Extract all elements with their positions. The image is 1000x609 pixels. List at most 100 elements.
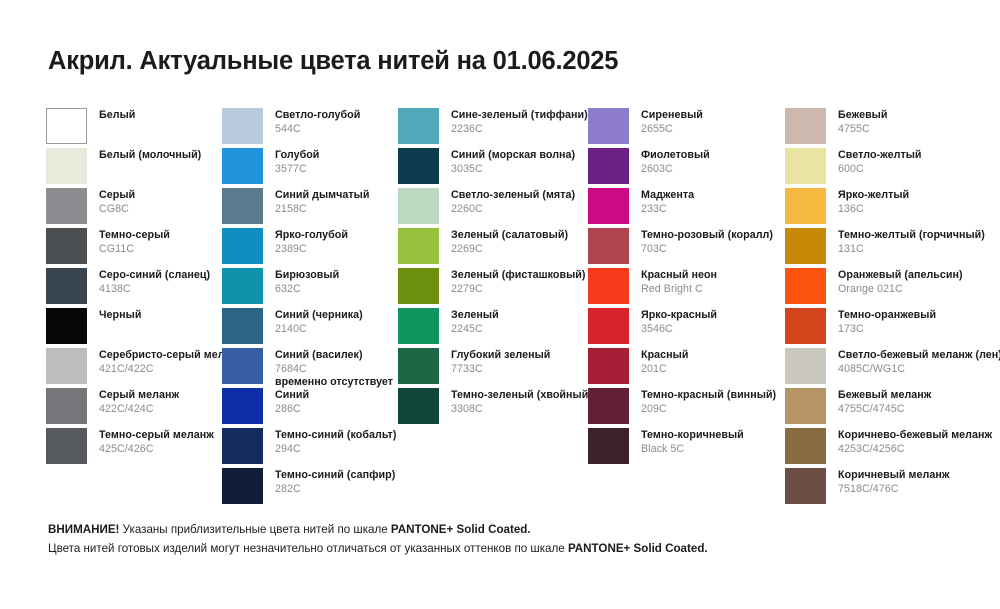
color-swatch-chip[interactable] [785,268,826,304]
swatch-pantone-code: 282C [275,482,301,495]
swatch-row[interactable]: Темно-серый меланж 425C/426C [46,428,222,468]
swatch-row[interactable]: Синий 286C [222,388,398,428]
color-swatch-chip[interactable] [785,188,826,224]
color-swatch-chip[interactable] [222,148,263,184]
color-swatch-chip[interactable] [785,388,826,424]
color-swatch-chip[interactable] [588,148,629,184]
footer-line-1-text: Указаны приблизительные цвета нитей по ш… [119,523,391,536]
color-swatch-chip[interactable] [785,108,826,144]
swatch-row[interactable]: Светло-желтый 600C [785,148,996,188]
color-swatch-chip[interactable] [222,308,263,344]
color-swatch-chip[interactable] [588,188,629,224]
swatch-row[interactable]: Сине-зеленый (тиффани) 2236C [398,108,588,148]
color-swatch-chip[interactable] [785,348,826,384]
color-swatch-chip[interactable] [785,468,826,504]
swatch-row[interactable]: Серый CG8C [46,188,222,228]
swatch-row[interactable]: Темно-оранжевый 173C [785,308,996,348]
color-swatch-chip[interactable] [222,228,263,264]
color-swatch-chip[interactable] [46,228,87,264]
swatch-name: Серо-синий (сланец) [99,269,211,281]
swatch-name: Темно-оранжевый [838,309,937,321]
swatch-row[interactable]: Темно-розовый (коралл) 703C [588,228,785,268]
color-swatch-chip[interactable] [398,308,439,344]
color-swatch-chip[interactable] [46,188,87,224]
color-swatch-chip[interactable] [785,228,826,264]
swatch-row[interactable]: Темно-серый CG11C [46,228,222,268]
color-swatch-chip[interactable] [46,308,87,344]
color-swatch-chip[interactable] [222,108,263,144]
color-swatch-chip[interactable] [398,148,439,184]
color-swatch-chip[interactable] [588,308,629,344]
color-swatch-chip[interactable] [46,108,87,144]
color-swatch-chip[interactable] [588,388,629,424]
swatch-row[interactable]: Светло-голубой 544C [222,108,398,148]
swatch-row[interactable]: Серо-синий (сланец) 4138C [46,268,222,308]
color-swatch-chip[interactable] [588,228,629,264]
swatch-row[interactable]: Темно-коричневый Black 5C [588,428,785,468]
swatch-row[interactable]: Красный неон Red Bright C [588,268,785,308]
swatch-name: Белый [99,109,136,121]
swatch-text: Темно-красный (винный) 209C [629,388,776,415]
swatch-row[interactable]: Синий дымчатый 2158C [222,188,398,228]
swatch-row[interactable]: Темно-синий (сапфир) 282C [222,468,398,508]
swatch-row[interactable]: Синий (василек) 7684C временно отсутствует [222,348,398,388]
color-swatch-chip[interactable] [46,348,87,384]
color-swatch-chip[interactable] [588,428,629,464]
color-swatch-chip[interactable] [785,148,826,184]
color-swatch-chip[interactable] [588,268,629,304]
color-swatch-chip[interactable] [222,468,263,504]
swatch-row[interactable]: Ярко-голубой 2389C [222,228,398,268]
color-swatch-chip[interactable] [785,428,826,464]
color-swatch-chip[interactable] [222,348,263,384]
swatch-row[interactable]: Коричневый меланж 7518C/476C [785,468,996,508]
swatch-text: Ярко-красный 3546C [629,308,717,335]
color-swatch-chip[interactable] [46,148,87,184]
swatch-row[interactable]: Красный 201C [588,348,785,388]
color-swatch-chip[interactable] [46,268,87,304]
swatch-row[interactable]: Ярко-желтый 136C [785,188,996,228]
swatch-text: Ярко-желтый 136C [826,188,909,215]
swatch-row[interactable]: Белый [46,108,222,148]
swatch-row[interactable]: Серый меланж 422C/424C [46,388,222,428]
swatch-row[interactable]: Белый (молочный) [46,148,222,188]
color-swatch-chip[interactable] [222,428,263,464]
swatch-row[interactable]: Бежевый 4755C [785,108,996,148]
swatch-row[interactable]: Зеленый 2245C [398,308,588,348]
swatch-row[interactable]: Темно-желтый (горчичный) 131C [785,228,996,268]
swatch-row[interactable]: Ярко-красный 3546C [588,308,785,348]
color-swatch-chip[interactable] [398,268,439,304]
color-swatch-chip[interactable] [222,388,263,424]
swatch-row[interactable]: Оранжевый (апельсин) Orange 021C [785,268,996,308]
swatch-row[interactable]: Черный [46,308,222,348]
swatch-row[interactable]: Бежевый меланж 4755C/4745C [785,388,996,428]
swatch-row[interactable]: Темно-красный (винный) 209C [588,388,785,428]
swatch-row[interactable]: Сиреневый 2655C [588,108,785,148]
swatch-row[interactable]: Серебристо-серый меланж 421C/422C [46,348,245,388]
swatch-row[interactable]: Темно-зеленый (хвойный) 3308C [398,388,592,428]
swatch-row[interactable]: Голубой 3577C [222,148,398,188]
color-swatch-chip[interactable] [588,108,629,144]
swatch-row[interactable]: Светло-зеленый (мята) 2260C [398,188,588,228]
swatch-row[interactable]: Бирюзовый 632C [222,268,398,308]
swatch-row[interactable]: Синий (черника) 2140C [222,308,398,348]
color-swatch-chip[interactable] [46,388,87,424]
color-swatch-chip[interactable] [398,188,439,224]
color-swatch-chip[interactable] [398,348,439,384]
color-swatch-chip[interactable] [588,348,629,384]
color-swatch-chip[interactable] [46,428,87,464]
swatch-row[interactable]: Зеленый (фисташковый) 2279C [398,268,588,308]
color-swatch-chip[interactable] [785,308,826,344]
color-swatch-chip[interactable] [398,388,439,424]
swatch-row[interactable]: Фиолетовый 2603C [588,148,785,188]
color-swatch-chip[interactable] [222,188,263,224]
color-swatch-chip[interactable] [398,228,439,264]
swatch-row[interactable]: Синий (морская волна) 3035C [398,148,588,188]
color-swatch-chip[interactable] [398,108,439,144]
swatch-row[interactable]: Маджента 233C [588,188,785,228]
swatch-row[interactable]: Темно-синий (кобальт) 294C [222,428,398,468]
swatch-row[interactable]: Коричнево-бежевый меланж 4253C/4256C [785,428,996,468]
swatch-row[interactable]: Глубокий зеленый 7733C [398,348,588,388]
color-swatch-chip[interactable] [222,268,263,304]
swatch-row[interactable]: Зеленый (салатовый) 2269C [398,228,588,268]
swatch-row[interactable]: Светло-бежевый меланж (лен) 4085C/WG1C [785,348,1000,388]
